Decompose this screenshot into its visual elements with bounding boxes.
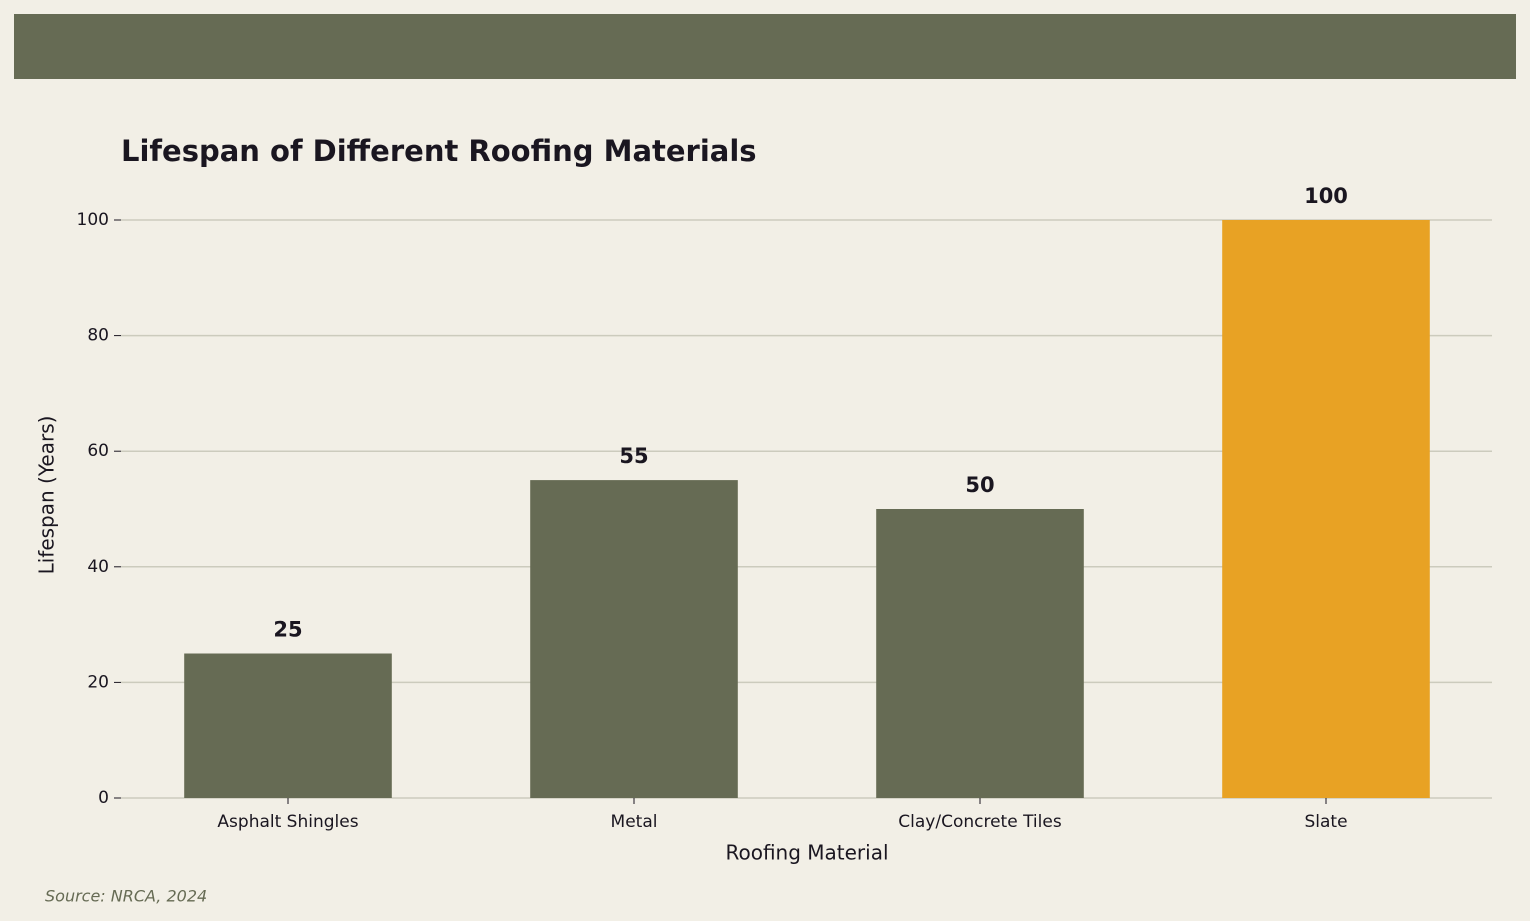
value-label: 55 [619, 444, 648, 468]
value-label: 50 [965, 473, 994, 497]
bar [530, 480, 738, 798]
value-label: 100 [1304, 184, 1348, 208]
y-tick-label: 0 [98, 788, 109, 808]
bar [876, 509, 1084, 798]
chart-title: Lifespan of Different Roofing Materials [121, 134, 757, 168]
bar [184, 653, 392, 798]
y-axis-label: Lifespan (Years) [35, 416, 59, 575]
header-bar [14, 14, 1516, 79]
y-tick-label: 20 [87, 672, 109, 692]
bar [1222, 220, 1430, 798]
x-tick-label: Metal [611, 812, 658, 832]
y-tick-label: 40 [87, 557, 109, 577]
y-tick-label: 60 [87, 441, 109, 461]
y-tick-label: 100 [77, 210, 109, 230]
value-label: 25 [273, 618, 302, 642]
source-note: Source: NRCA, 2024 [45, 887, 207, 906]
x-axis-label: Roofing Material [725, 841, 888, 865]
x-tick-label: Asphalt Shingles [217, 812, 358, 832]
x-tick-label: Slate [1304, 812, 1347, 832]
y-tick-label: 80 [87, 326, 109, 346]
x-tick-label: Clay/Concrete Tiles [898, 812, 1062, 832]
